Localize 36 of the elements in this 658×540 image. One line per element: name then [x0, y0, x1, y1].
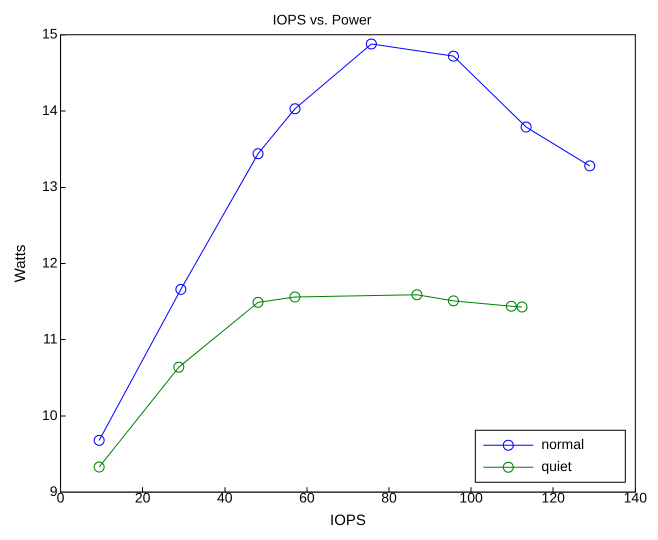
point	[94, 434, 105, 446]
x-tick-label: 20	[134, 489, 151, 506]
y-tick-label: 12	[42, 254, 58, 270]
point	[366, 38, 377, 50]
y-axis-title: Watts	[12, 244, 30, 282]
point	[289, 103, 300, 114]
point	[252, 148, 264, 160]
point	[584, 160, 596, 172]
y-tick-label: 13	[42, 178, 58, 194]
x-tick-label: 0	[56, 489, 65, 506]
y-tick-label: 10	[42, 406, 58, 423]
point	[448, 295, 459, 306]
y-tick-label: 11	[43, 330, 58, 347]
y-tick-label: 9	[50, 483, 58, 500]
point	[175, 284, 186, 295]
legend-label: normal	[541, 436, 584, 452]
x-tick-label: 40	[216, 489, 233, 506]
point	[506, 300, 517, 312]
legend-label: quiet	[541, 458, 572, 474]
x-tick-label: 100	[459, 489, 483, 506]
y-tick-label: 15	[42, 26, 58, 42]
x-tick-label: 120	[542, 489, 566, 506]
x-tick-label: 60	[299, 489, 315, 506]
x-axis-title: IOPS	[330, 512, 366, 530]
point	[448, 50, 459, 62]
point	[173, 362, 184, 373]
y-tick-label: 14	[42, 102, 58, 118]
point	[520, 122, 532, 133]
point	[516, 301, 528, 312]
x-tick-label: 80	[381, 489, 397, 506]
x-tick-label: 140	[624, 489, 648, 506]
chart-title: IOPS vs. Power	[272, 11, 372, 28]
point	[94, 462, 105, 473]
point	[289, 292, 300, 303]
point	[252, 296, 264, 308]
point	[411, 289, 422, 300]
